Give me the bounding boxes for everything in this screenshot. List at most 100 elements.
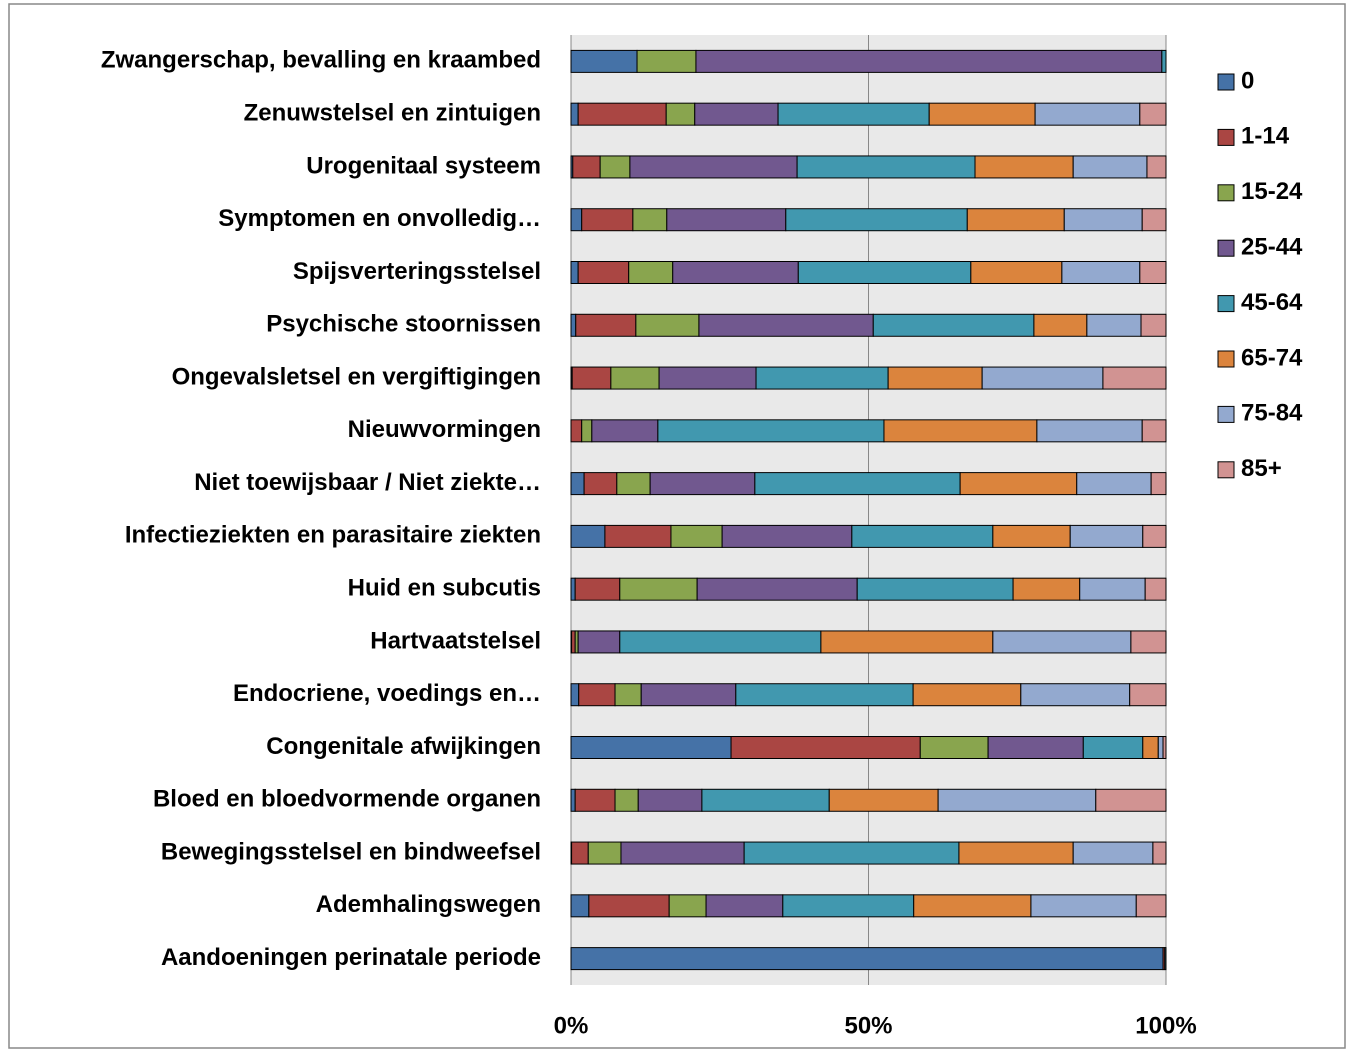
bar-segment	[959, 472, 1078, 496]
bar-segment	[572, 155, 601, 179]
bar-segment	[1135, 894, 1167, 918]
bar-segment	[828, 788, 939, 812]
y-tick-label: Congenitale afwijkingen	[266, 733, 541, 760]
bar-segment	[1141, 208, 1167, 232]
bar-segment	[599, 155, 631, 179]
bar-segment	[570, 894, 590, 918]
bar-segment	[614, 788, 639, 812]
y-tick-label: Urogenitaal systeem	[306, 152, 541, 179]
bar-segment	[856, 577, 1014, 601]
legend-swatch	[1217, 73, 1235, 91]
bar-segment	[974, 155, 1074, 179]
bar-segment	[1095, 788, 1167, 812]
y-tick-label: Huid en subcutis	[348, 575, 541, 602]
bar-segment	[581, 419, 593, 443]
bar-segment	[1036, 419, 1143, 443]
bar-segment	[1146, 155, 1167, 179]
bar-segment	[672, 261, 799, 284]
legend-label: 0	[1241, 67, 1254, 94]
y-tick-label: Symptomen en onvolledig…	[218, 205, 541, 232]
bar-segment	[666, 208, 787, 232]
bar-segment	[1162, 736, 1167, 759]
bar-segment	[668, 894, 707, 918]
bar-segment	[1033, 313, 1088, 337]
bar-segment	[1086, 313, 1142, 337]
bar-segment	[1142, 736, 1159, 759]
legend-label: 65-74	[1241, 344, 1303, 371]
bar-segment	[640, 683, 737, 707]
bar-segment	[820, 630, 994, 654]
bar-segment	[701, 788, 830, 812]
bar-segment	[696, 577, 858, 601]
legend-swatch	[1217, 405, 1235, 423]
bar-segment	[782, 894, 915, 918]
y-tick-label: Psychische stoornissen	[266, 311, 541, 338]
bar-segment	[970, 261, 1063, 284]
y-tick-label: Hartvaatstelsel	[370, 627, 541, 654]
bar-segment	[571, 366, 612, 390]
legend-label: 25-44	[1241, 234, 1303, 261]
bar-segment	[591, 419, 659, 443]
bar-segment	[1142, 524, 1167, 548]
bar-segment	[1076, 472, 1152, 496]
legend-swatch	[1217, 184, 1235, 202]
x-tick-label: 0%	[554, 1012, 589, 1039]
bar-segment	[570, 102, 579, 126]
bar-segment	[883, 419, 1038, 443]
bar-segment	[570, 208, 583, 232]
bar-segment	[755, 366, 889, 390]
y-tick-label: Nieuwvormingen	[348, 416, 541, 443]
legend-swatch	[1217, 461, 1235, 479]
bar-segment	[1012, 577, 1081, 601]
y-tick-label: Bloed en bloedvormende organen	[153, 786, 541, 813]
bar-segment	[919, 736, 989, 759]
bar-segment	[570, 736, 732, 759]
bar-segment	[992, 524, 1071, 548]
legend-label: 1-14	[1241, 123, 1290, 150]
bar-segment	[577, 102, 667, 126]
y-tick-label: Zenuwstelsel en zintuigen	[244, 100, 541, 127]
bar-segment	[570, 524, 606, 548]
bar-segment	[571, 841, 589, 865]
bar-segment	[587, 841, 622, 865]
bar-segment	[981, 366, 1104, 390]
legend-label: 85+	[1241, 455, 1282, 482]
bar-segment	[754, 472, 961, 496]
bar-segment	[1063, 208, 1143, 232]
bar-segment	[1061, 261, 1141, 284]
bar-segment	[1130, 630, 1167, 654]
bar-segment	[636, 49, 697, 73]
y-tick-label: Niet toewijsbaar / Niet ziekte…	[194, 469, 541, 496]
bar-segment	[1102, 366, 1167, 390]
y-tick-label: Ongevalsletsel en vergiftigingen	[172, 363, 541, 390]
x-tick-label: 50%	[844, 1012, 892, 1039]
bar-segment	[1157, 736, 1164, 759]
bar-segment	[1164, 947, 1167, 971]
bar-segment	[616, 472, 651, 496]
bar-segment	[987, 736, 1084, 759]
bar-segment	[937, 788, 1097, 812]
bar-segment	[912, 683, 1022, 707]
bar-segment	[632, 208, 668, 232]
y-tick-label: Infectieziekten en parasitaire ziekten	[125, 522, 541, 549]
bar-segment	[614, 683, 642, 707]
bar-segment	[695, 49, 1163, 73]
bar-segment	[913, 894, 1032, 918]
bar-segment	[570, 261, 579, 284]
y-tick-label: Ademhalingswegen	[316, 891, 541, 918]
bar-segment	[730, 736, 921, 759]
bar-segment	[1034, 102, 1141, 126]
y-tick-label: Endocriene, voedings en…	[233, 680, 541, 707]
bar-segment	[571, 630, 576, 654]
bar-segment	[658, 366, 757, 390]
bar-segment	[743, 841, 960, 865]
bar-segment	[797, 261, 972, 284]
legend-swatch	[1217, 239, 1235, 257]
bar-segment	[577, 261, 630, 284]
bar-segment	[1020, 683, 1131, 707]
bar-segment	[928, 102, 1036, 126]
bar-segment	[777, 102, 930, 126]
bar-segment	[635, 313, 700, 337]
bar-segment	[657, 419, 885, 443]
bar-segment	[1072, 155, 1148, 179]
